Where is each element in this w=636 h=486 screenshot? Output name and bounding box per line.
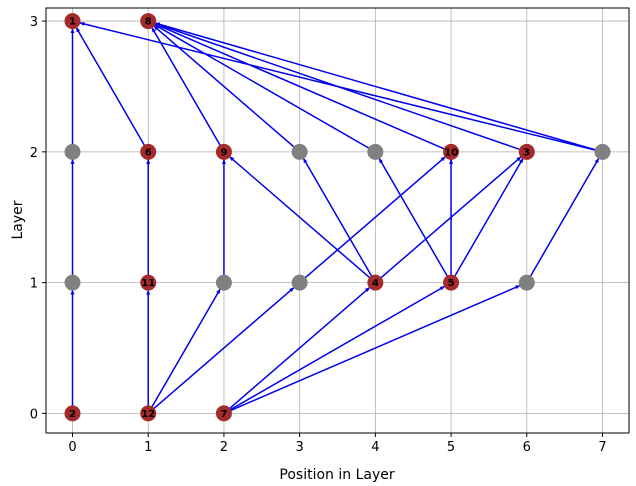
node-label: 9 — [220, 147, 227, 158]
node-label: 10 — [444, 147, 458, 158]
plot-frame — [45, 7, 630, 434]
graph-node — [140, 143, 157, 160]
graph-node — [64, 13, 81, 30]
graph-node — [140, 274, 157, 291]
node-label: 4 — [372, 278, 379, 289]
y-tick-label: 1 — [30, 277, 38, 292]
graph-edge — [154, 23, 452, 153]
node-label: 11 — [141, 278, 155, 289]
graph-node — [443, 274, 460, 291]
graph-edge — [374, 155, 522, 284]
graph-edge — [223, 284, 521, 415]
graph-node — [367, 274, 384, 291]
nodes: 2 12 7 11 4 5 6 9 10 3 1 8 — [64, 13, 611, 422]
graph-edge — [153, 25, 301, 153]
graph-edge — [147, 286, 295, 414]
dummy-node — [367, 143, 384, 160]
x-axis-label: Position in Layer — [279, 467, 394, 483]
graph-edge — [223, 286, 371, 414]
graph-edge — [450, 157, 524, 283]
dummy-node — [291, 143, 308, 160]
dummy-node — [594, 143, 611, 160]
graph-edge — [526, 157, 600, 283]
graph-edge — [378, 157, 452, 283]
graph-node — [518, 143, 535, 160]
node-label: 7 — [220, 409, 227, 420]
node-label: 12 — [141, 409, 155, 420]
graph-edge — [147, 288, 222, 414]
graph-edge — [223, 285, 446, 415]
dummy-node — [518, 274, 535, 291]
x-tick-label: 3 — [296, 440, 304, 455]
graph-edge — [302, 157, 377, 283]
y-tick-label: 3 — [30, 15, 38, 30]
graph-edge — [151, 26, 225, 153]
dummy-node — [64, 274, 81, 291]
y-tick-label: 0 — [30, 407, 38, 422]
graph-node — [140, 13, 157, 30]
graph-edge — [153, 23, 376, 153]
graph-edge — [299, 155, 447, 284]
node-label: 3 — [523, 147, 530, 158]
x-tick-label: 1 — [144, 440, 152, 455]
x-tick-label: 0 — [68, 440, 76, 455]
dummy-node — [215, 274, 232, 291]
node-label: 1 — [69, 17, 76, 28]
graph-edge — [154, 22, 603, 153]
graph-node — [140, 405, 157, 422]
edges — [70, 22, 603, 415]
x-tick-label: 7 — [598, 440, 606, 455]
graph-edge — [228, 155, 376, 284]
graph-edge — [154, 22, 528, 153]
node-label: 2 — [69, 409, 76, 420]
graph-node — [215, 405, 232, 422]
node-label: 6 — [145, 147, 152, 158]
x-tick-label: 5 — [447, 440, 455, 455]
graph-edge — [75, 26, 149, 153]
x-tick-label: 4 — [371, 440, 379, 455]
y-tick-label: 2 — [30, 146, 38, 161]
x-tick-label: 6 — [523, 440, 531, 455]
graph-node — [215, 143, 232, 160]
node-label: 5 — [448, 278, 455, 289]
grid-lines — [46, 8, 629, 433]
x-tick-label: 2 — [220, 440, 228, 455]
node-label: 8 — [145, 17, 152, 28]
graph-node — [443, 143, 460, 160]
dummy-node — [291, 274, 308, 291]
dummy-node — [64, 143, 81, 160]
y-axis-label: Layer — [10, 200, 26, 239]
graph-node — [64, 405, 81, 422]
